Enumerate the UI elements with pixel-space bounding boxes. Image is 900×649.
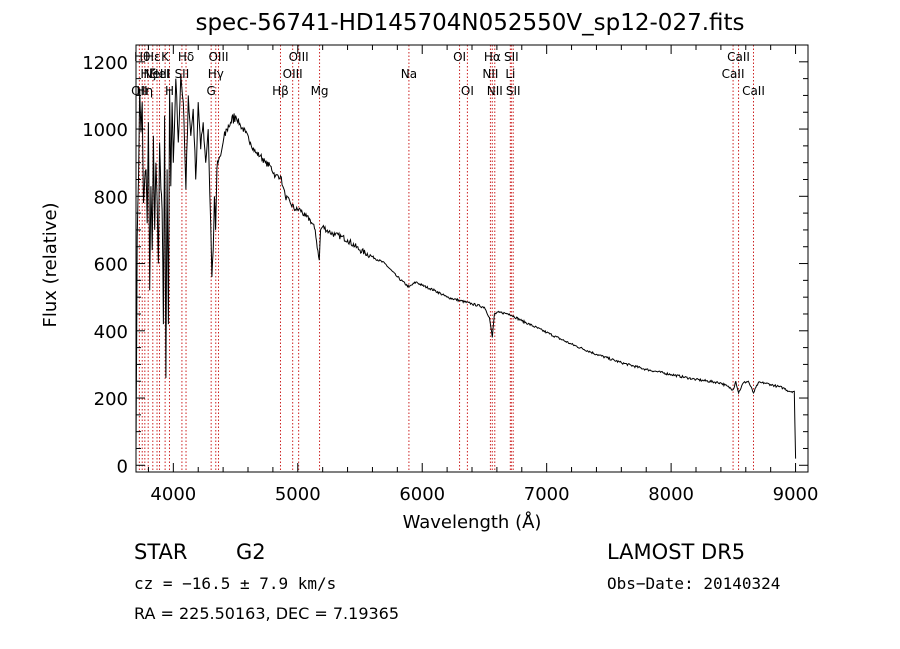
line-label-17: Mg	[311, 84, 329, 98]
line-label-6: HeI	[150, 67, 170, 81]
line-label-10: SII	[175, 67, 190, 81]
spectral-line-markers	[138, 45, 754, 472]
x-tick-label-1: 5000	[275, 484, 321, 505]
line-label-26: SII	[506, 84, 521, 98]
object-subclass: G2	[236, 540, 266, 564]
chart-title: spec-56741-HD145704N052550V_sp12-027.fit…	[195, 10, 744, 36]
line-label-28: CaII	[727, 50, 750, 64]
line-label-5: NeIII	[144, 67, 171, 81]
line-label-1: Hθ	[134, 50, 150, 64]
x-axis-label: Wavelength (Å)	[403, 511, 542, 533]
line-label-11: G	[207, 84, 216, 98]
line-label-4: Hε	[145, 50, 161, 64]
line-label-25: SII	[504, 50, 519, 64]
line-label-16: OIII	[289, 50, 309, 64]
observation-date: Obs−Date: 20140324	[607, 574, 781, 593]
line-label-13: OIII	[208, 50, 228, 64]
line-label-18: Na	[401, 67, 417, 81]
line-label-20: OI	[461, 84, 474, 98]
x-tick-label-5: 9000	[773, 484, 819, 505]
x-tick-label-2: 6000	[399, 484, 445, 505]
y-tick-label-0: 0	[117, 456, 128, 477]
coordinates: RA = 225.50163, DEC = 7.19365	[134, 604, 400, 623]
y-tick-label-5: 1000	[82, 120, 128, 141]
line-label-22: Hα	[484, 50, 501, 64]
survey-name: LAMOST DR5	[607, 540, 746, 564]
line-label-7: K	[161, 50, 170, 64]
x-tick-label-3: 7000	[524, 484, 570, 505]
x-tick-label-0: 4000	[150, 484, 196, 505]
spectral-line-labels: OIIHθHηHζHεNeIIIHeIKHHδSIIGHγOIIIHβOIIIO…	[131, 50, 765, 98]
line-label-9: Hδ	[178, 50, 194, 64]
object-type: STAR	[134, 540, 188, 564]
line-label-3: Hζ	[140, 67, 156, 81]
plot-frame	[135, 44, 809, 473]
y-axis: 0 200 400 600 800 1000 1200	[82, 53, 808, 477]
x-axis: 4000 5000 6000 7000 8000 9000	[147, 45, 819, 505]
y-tick-label-6: 1200	[82, 53, 128, 74]
line-label-23: NII	[487, 84, 503, 98]
line-label-14: Hβ	[272, 84, 289, 98]
line-label-24: Li	[505, 67, 515, 81]
line-label-12: Hγ	[208, 67, 224, 81]
line-label-19: OI	[453, 50, 466, 64]
line-label-2: Hη	[137, 84, 154, 98]
spectrum-series-line	[135, 75, 797, 459]
redshift-value: cz = −16.5 ± 7.9 km/s	[134, 574, 337, 593]
y-tick-label-1: 200	[94, 389, 128, 410]
line-label-29: CaII	[742, 84, 765, 98]
y-axis-label: Flux (relative)	[40, 202, 61, 327]
line-label-15: OIII	[283, 67, 303, 81]
line-label-27: CaII	[722, 67, 745, 81]
line-label-21: NII	[482, 67, 498, 81]
y-tick-label-4: 800	[94, 187, 128, 208]
y-tick-label-3: 600	[94, 255, 128, 276]
y-tick-label-2: 400	[94, 322, 128, 343]
x-tick-label-4: 8000	[648, 484, 694, 505]
